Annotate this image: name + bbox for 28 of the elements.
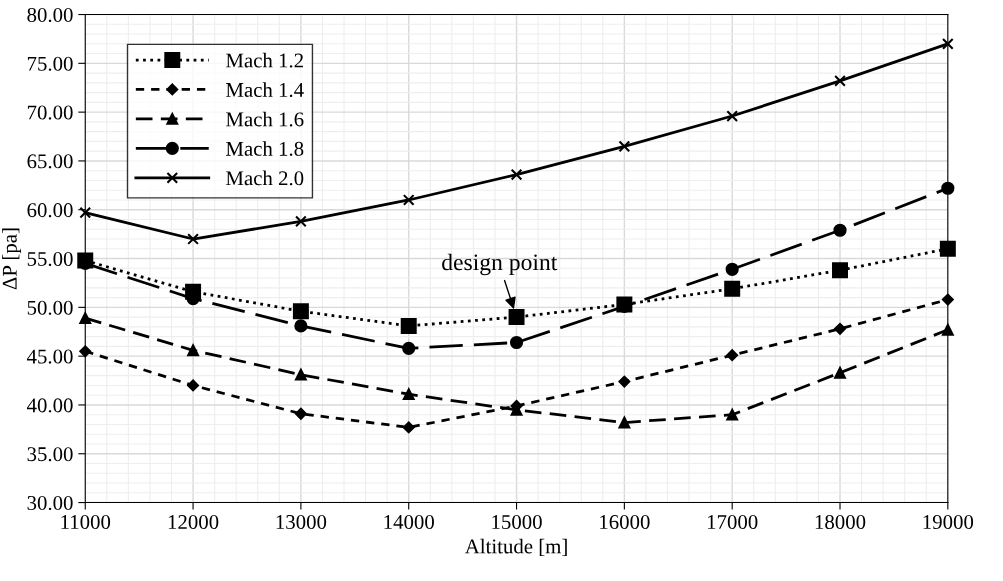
y-tick-label: 70.00 [27,105,73,120]
x-tick-label: 19000 [923,514,974,530]
legend-label: Mach 1.2 [226,52,303,68]
x-tick-label: 17000 [707,514,758,530]
x-tick-label: 13000 [276,514,327,530]
y-tick-label: 45.00 [26,349,73,364]
legend-label: Mach 1.8 [226,141,304,156]
y-tick-label: 80.00 [27,7,73,23]
x-tick-label: 14000 [384,514,434,530]
x-tick-label: 18000 [815,514,866,530]
y-tick-label: 50.00 [27,300,73,315]
y-tick-label: 55.00 [27,251,73,267]
legend-label: Mach 2.0 [226,170,304,186]
y-tick-label: 65.00 [27,154,73,169]
y-tick-label: 30.00 [27,495,73,511]
y-tick-label: 35.00 [27,447,73,462]
x-tick-label: 11000 [61,514,111,530]
x-axis-title: Altitude [m] [464,538,567,557]
x-tick-label: 16000 [600,514,650,530]
legend-label: Mach 1.4 [226,82,304,98]
y-tick-label: 60.00 [27,203,73,218]
legend-label: Mach 1.6 [226,111,304,127]
x-tick-label: 15000 [492,514,542,530]
y-tick-label: 75.00 [27,56,73,71]
y-axis-title: ΔP [pa] [2,228,22,290]
x-tick-label: 12000 [168,514,219,530]
y-tick-label: 40.00 [26,398,73,413]
annotation: design point [442,253,558,276]
